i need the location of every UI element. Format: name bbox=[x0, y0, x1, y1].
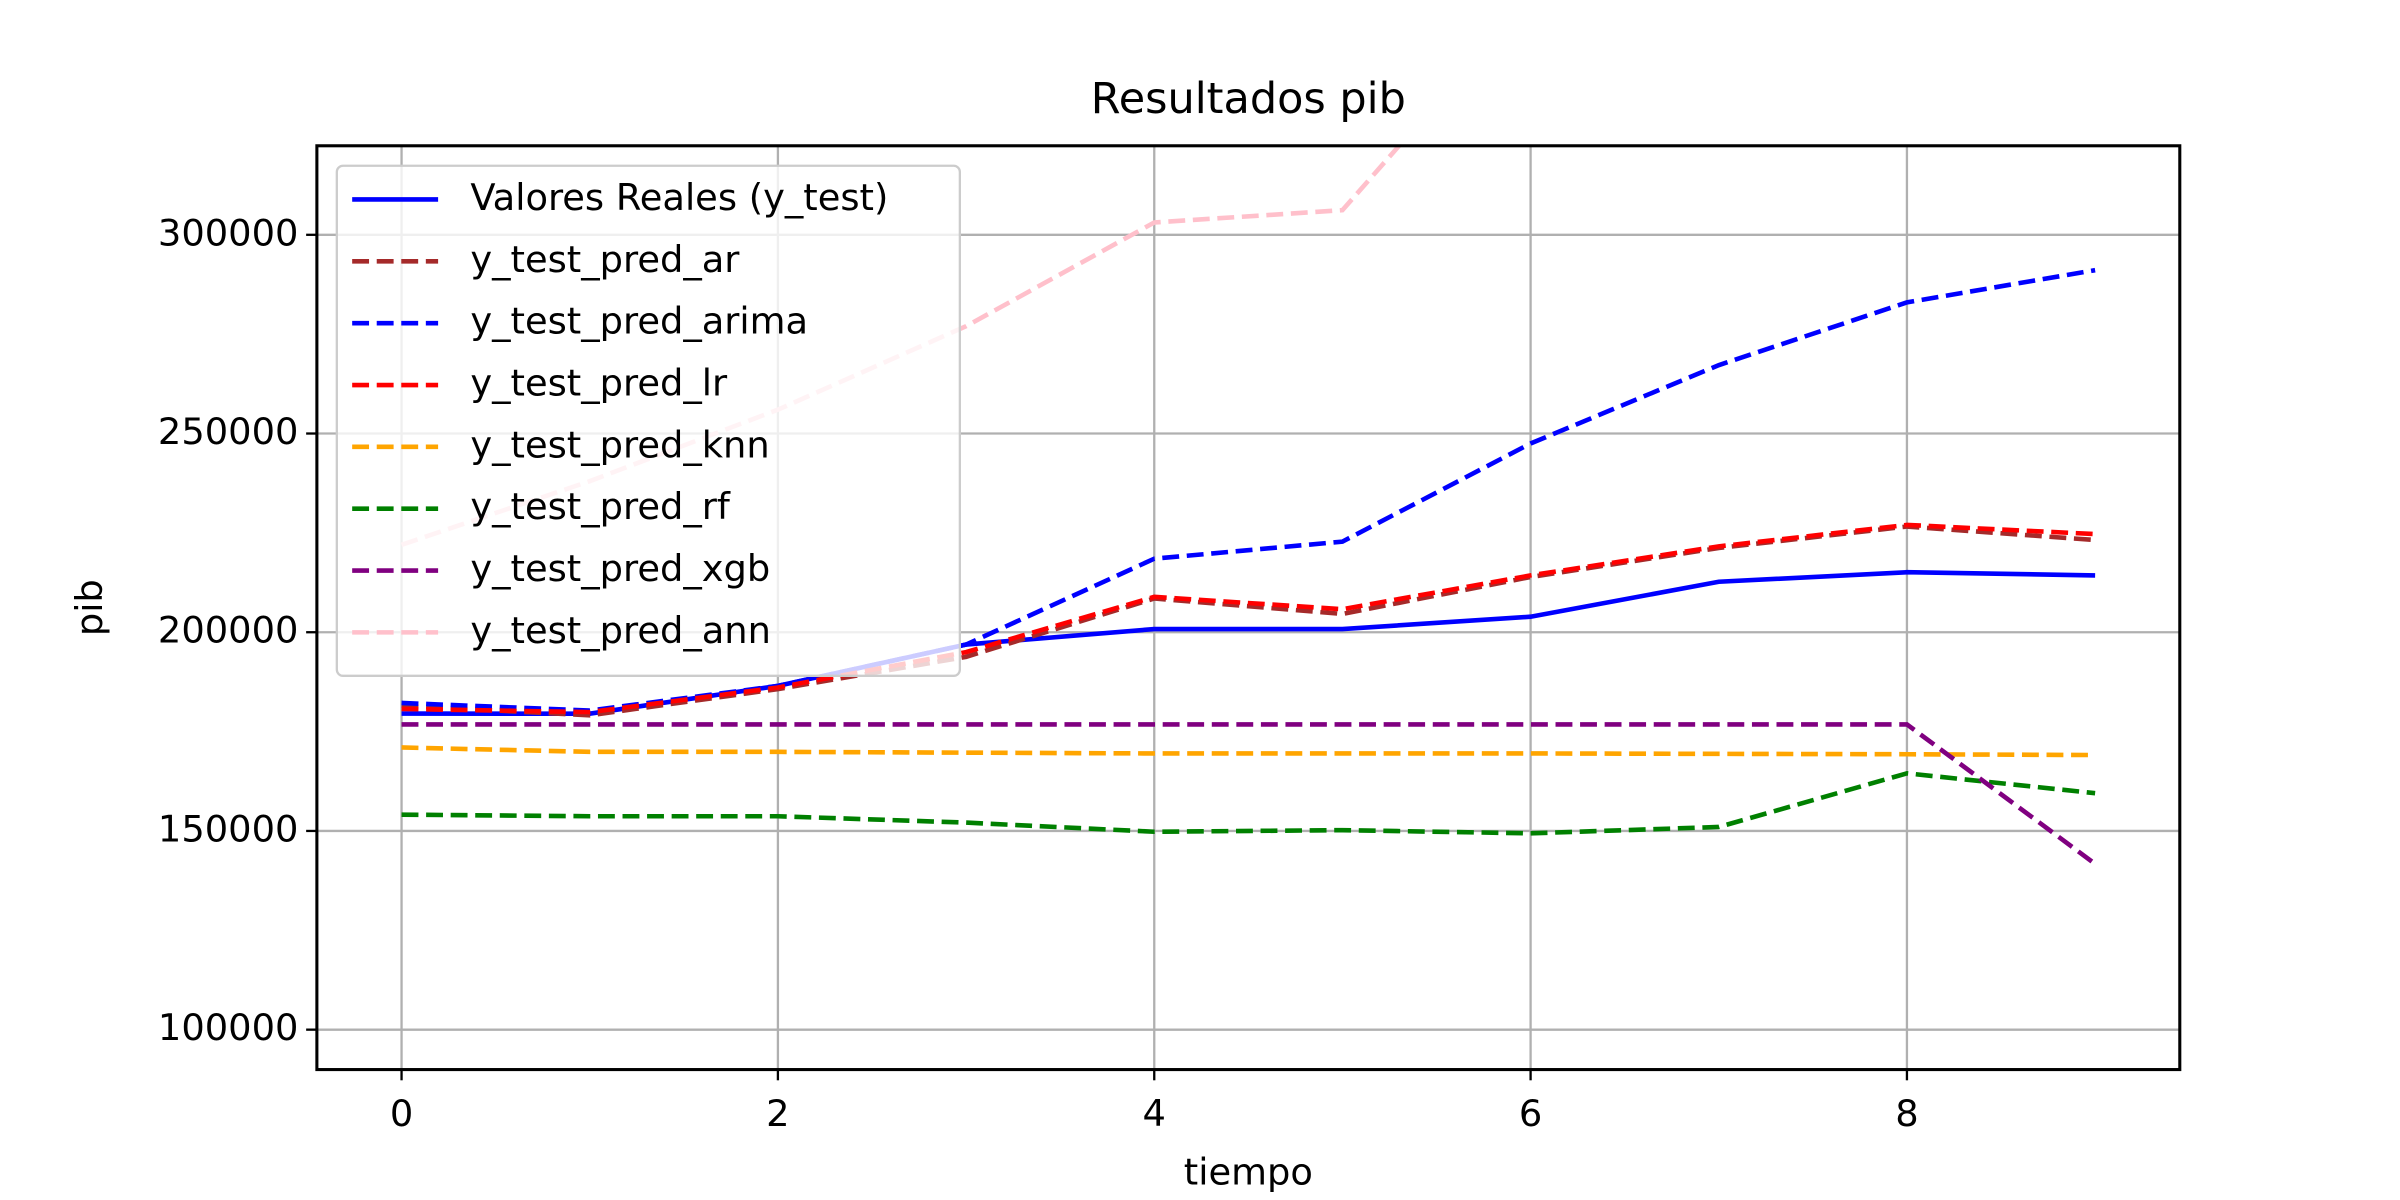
x-tick-label: 2 bbox=[766, 1092, 789, 1135]
legend-label: y_test_pred_xgb bbox=[470, 547, 770, 590]
series-line bbox=[401, 722, 2097, 866]
series-line bbox=[401, 770, 2096, 836]
series-line bbox=[401, 745, 2096, 758]
y-tick-label: 200000 bbox=[158, 609, 299, 652]
legend: Valores Reales (y_test) y_test_pred_ar y_t… bbox=[335, 164, 961, 677]
legend-label: y_test_pred_lr bbox=[470, 362, 728, 405]
x-tick-label: 0 bbox=[390, 1092, 413, 1135]
y-axis-label: pib bbox=[68, 579, 111, 636]
x-tick-label: 6 bbox=[1519, 1092, 1542, 1135]
y-tick-label: 150000 bbox=[158, 807, 299, 850]
legend-label: y_test_pred_ar bbox=[470, 238, 740, 281]
x-tick-label: 8 bbox=[1895, 1092, 1918, 1135]
y-tick-label: 250000 bbox=[158, 410, 299, 453]
x-axis-label: tiempo bbox=[1184, 1150, 1313, 1193]
legend-box bbox=[335, 164, 961, 677]
legend-label: Valores Reales (y_test) bbox=[470, 176, 888, 219]
series-line bbox=[401, 522, 2096, 715]
y-tick-label: 300000 bbox=[158, 211, 299, 254]
legend-label: y_test_pred_ann bbox=[470, 609, 771, 652]
x-tick-label: 4 bbox=[1143, 1092, 1166, 1135]
legend-label: y_test_pred_rf bbox=[470, 485, 731, 528]
legend-label: y_test_pred_knn bbox=[470, 423, 769, 466]
legend-label: y_test_pred_arima bbox=[470, 300, 808, 343]
chart-title: Resultados pib bbox=[1091, 74, 1406, 124]
plot-frame bbox=[315, 144, 2182, 1072]
y-tick-label: 100000 bbox=[158, 1006, 299, 1049]
